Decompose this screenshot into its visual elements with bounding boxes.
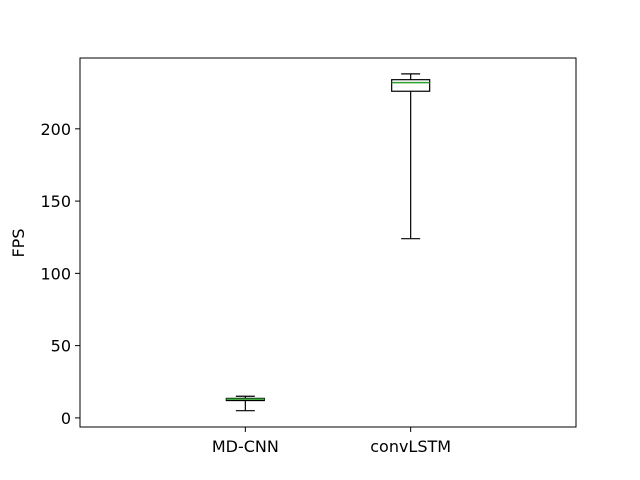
y-tick-label: 0 [61, 409, 71, 428]
box-iqr [391, 79, 431, 92]
y-tick-label: 200 [40, 120, 71, 139]
plot-marks [225, 73, 431, 412]
y-tick-label: 150 [40, 192, 71, 211]
x-axis-ticks: MD-CNN convLSTM [212, 427, 451, 456]
box-md-cnn [225, 395, 265, 412]
x-tick-label: MD-CNN [212, 437, 279, 456]
y-axis-label: FPS [9, 228, 28, 257]
y-axis-ticks: 0 50 100 150 200 [40, 120, 80, 428]
y-tick-label: 50 [51, 337, 71, 356]
box-convlstm [391, 73, 431, 240]
x-tick-label: convLSTM [370, 437, 451, 456]
y-tick-label: 100 [40, 264, 71, 283]
plot-area-frame [79, 57, 577, 428]
